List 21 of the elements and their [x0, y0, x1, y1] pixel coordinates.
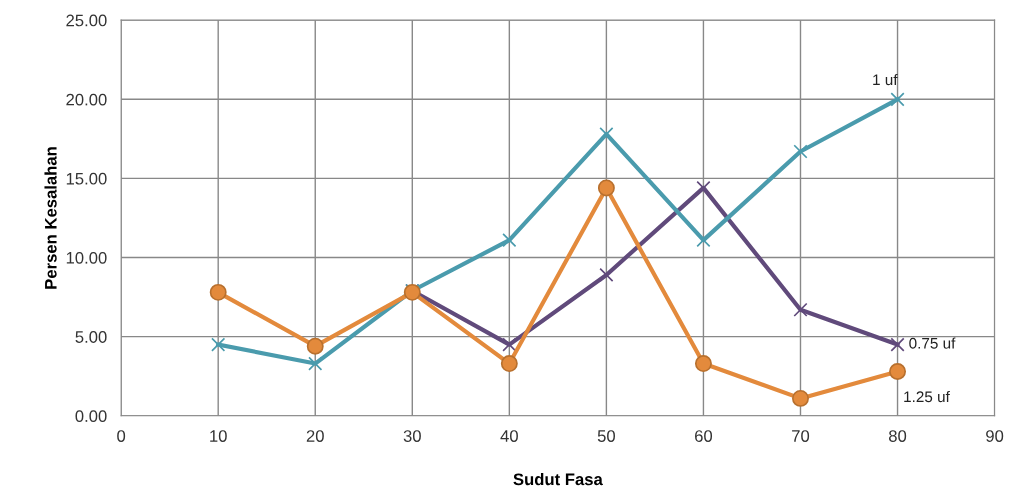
series-label: 1.25 uf: [904, 390, 950, 403]
x-tick-label: 0: [117, 430, 126, 442]
y-tick-label: 15.00: [66, 172, 107, 185]
y-tick-label: 0.00: [75, 410, 107, 422]
x-tick-label: 50: [597, 430, 616, 442]
series-label: 0.75 uf: [909, 337, 956, 349]
y-tick-label: 5.00: [75, 331, 107, 343]
y-axis-title: Persen Kesalahan: [44, 147, 57, 289]
y-tick-label: 25.00: [66, 14, 107, 27]
x-tick-label: 70: [792, 430, 810, 442]
x-tick-label: 20: [306, 430, 324, 442]
y-tick-label: 10.00: [66, 251, 107, 264]
series-label: 1 uf: [873, 73, 898, 86]
x-axis-title: Sudut Fasa: [513, 473, 603, 486]
x-tick-label: 60: [695, 430, 713, 442]
y-tick-label: 20.00: [66, 93, 107, 106]
x-tick-label: 30: [403, 430, 421, 442]
x-tick-label: 80: [888, 430, 907, 442]
x-tick-label: 10: [210, 430, 227, 442]
x-tick-label: 90: [986, 430, 1004, 442]
x-tick-label: 40: [500, 430, 518, 442]
